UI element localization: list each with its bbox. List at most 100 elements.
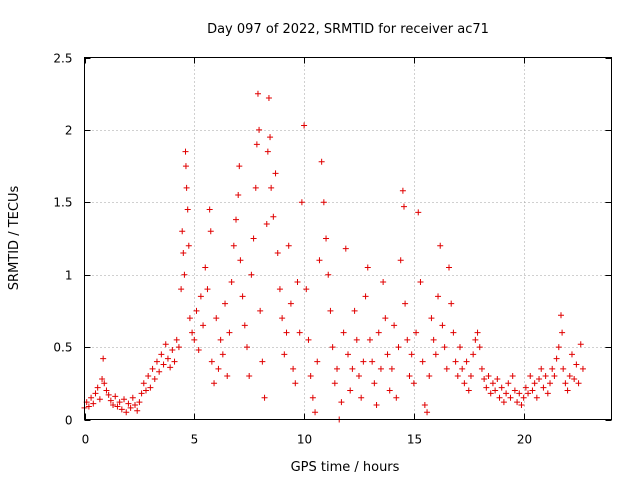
data-point [224,373,231,380]
data-point [241,322,248,329]
data-point [233,216,240,223]
data-point [235,192,242,199]
data-point [443,365,450,372]
data-point [507,394,514,401]
data-point [107,397,114,404]
data-point [316,257,323,264]
data-point [92,390,99,397]
data-point [430,336,437,343]
data-point [338,399,345,406]
data-point [136,399,143,406]
data-point [112,393,119,400]
data-point [134,407,141,414]
data-point [307,373,314,380]
data-point [274,249,281,256]
data-point [564,387,571,394]
data-point [303,286,310,293]
data-point [419,358,426,365]
data-point [105,391,112,398]
data-point [103,387,110,394]
data-point [248,271,255,278]
data-point [496,394,503,401]
data-point [88,394,95,401]
data-point [100,355,107,362]
data-point [298,199,305,206]
data-point [138,390,145,397]
data-point [509,373,516,380]
data-point [96,396,103,403]
data-point [424,409,431,416]
data-point [459,365,466,372]
data-point [110,402,117,409]
data-point [173,336,180,343]
data-point [207,228,214,235]
data-point [575,380,582,387]
data-point [185,242,192,249]
data-point [197,293,204,300]
data-point [217,336,224,343]
data-point [254,90,261,97]
data-point [435,293,442,300]
data-point [272,170,279,177]
data-point [145,373,152,380]
data-point [391,322,398,329]
data-points [81,90,586,423]
data-point [283,329,290,336]
data-point [181,271,188,278]
data-point [573,361,580,368]
y-tick-label: 2 [65,124,73,138]
data-point [571,375,578,382]
data-point [369,358,376,365]
data-point [559,329,566,336]
data-point [426,373,433,380]
data-point [160,361,167,368]
data-point [498,384,505,391]
data-point [494,375,501,382]
data-point [179,228,186,235]
data-point [533,394,540,401]
data-point [301,122,308,129]
data-point [518,402,525,409]
data-point [472,336,479,343]
data-point [118,406,125,413]
data-point [404,336,411,343]
data-point [182,148,189,155]
data-point [204,286,211,293]
x-tick-label: 5 [191,433,199,447]
data-point [386,387,393,394]
data-point [270,213,277,220]
data-point [215,365,222,372]
data-point [208,358,215,365]
x-tick-label: 0 [82,433,90,447]
data-point [213,315,220,322]
data-point [263,221,270,228]
data-point [555,344,562,351]
data-point [553,355,560,362]
data-point [345,351,351,358]
data-point [371,380,378,387]
data-point [147,384,154,391]
y-tick-label: 1 [65,269,73,283]
data-point [239,293,246,300]
data-point [382,315,389,322]
data-point [186,315,193,322]
data-point [505,380,512,387]
data-point [549,365,556,372]
data-point [99,375,106,382]
data-point [123,409,130,416]
data-point [347,387,354,394]
data-point [264,148,271,155]
data-point [489,380,496,387]
data-point [323,235,330,242]
data-point [153,358,160,365]
data-point [538,365,545,372]
data-point [329,344,336,351]
data-point [127,404,134,411]
data-point [191,336,198,343]
data-point [287,300,294,307]
data-point [397,257,404,264]
data-point [230,242,237,249]
data-point [536,375,543,382]
data-point [281,351,288,358]
